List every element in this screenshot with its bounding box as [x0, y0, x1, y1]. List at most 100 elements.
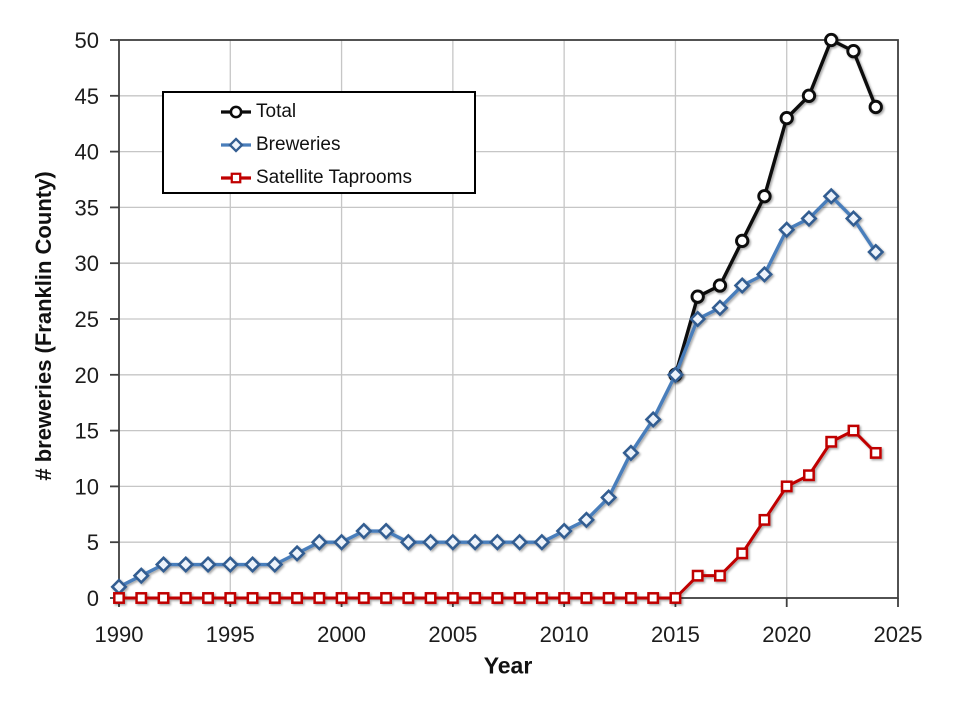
satellite-taprooms-point — [446, 592, 459, 604]
y-tick-label: 0 — [87, 586, 99, 611]
breweries-point — [533, 533, 551, 551]
x-axis-title: Year — [483, 652, 533, 679]
satellite-taprooms-point — [647, 592, 660, 604]
satellite-taprooms-point — [736, 547, 749, 560]
total-point — [801, 88, 817, 103]
breweries-point — [333, 533, 351, 551]
satellite-taprooms-point — [380, 592, 393, 604]
legend-item-total: Total — [220, 95, 474, 128]
y-tick-label: 25 — [75, 307, 99, 332]
y-tick-label: 50 — [75, 28, 99, 53]
satellite-taprooms-point — [135, 592, 148, 604]
breweries-point — [800, 210, 818, 228]
x-tick-label: 2010 — [540, 622, 589, 647]
breweries-point — [689, 310, 707, 328]
satellite-taprooms-point — [268, 592, 281, 604]
breweries-point — [444, 533, 462, 551]
satellite-taprooms-point — [825, 435, 838, 448]
satellite-taprooms-point — [335, 592, 348, 604]
series-satellite-taprooms — [113, 424, 882, 604]
y-tick-label: 15 — [75, 419, 99, 444]
satellite-taprooms-point — [602, 592, 615, 604]
total-point — [779, 110, 794, 126]
total-point — [690, 289, 705, 304]
total-point — [868, 99, 883, 115]
breweries-point — [844, 210, 863, 228]
breweries-point — [310, 533, 328, 551]
legend-label-total: Total — [256, 101, 297, 122]
legend-item-breweries: Breweries — [220, 128, 474, 161]
breweries-point — [488, 533, 506, 551]
satellite-taprooms-point — [179, 592, 192, 604]
breweries-point — [711, 299, 729, 317]
satellite-taprooms-point — [624, 592, 637, 604]
satellite-taprooms-point — [580, 592, 593, 604]
breweries-point — [399, 533, 417, 551]
breweries-point — [132, 567, 150, 585]
x-tick-label: 1990 — [95, 622, 144, 647]
breweries-point — [288, 544, 306, 562]
breweries-point — [422, 533, 440, 551]
x-tick-label: 2025 — [874, 622, 923, 647]
satellite-taprooms-point — [803, 469, 815, 482]
total-point — [824, 32, 839, 48]
satellite-taprooms-point — [291, 592, 304, 604]
axes: 1990 1995 2000 2005 2010 2015 2020 202505101520… — [75, 28, 923, 647]
legend-label-satellite-taprooms: Satellite Taprooms — [256, 167, 412, 188]
total-point — [735, 233, 750, 249]
legend-label-breweries: Breweries — [256, 134, 341, 155]
satellite-taprooms-point — [469, 592, 482, 604]
satellite-taprooms-point — [780, 480, 793, 493]
breweries-point — [266, 555, 284, 574]
total-line — [673, 38, 878, 377]
total-point — [712, 278, 728, 293]
breweries-point — [199, 555, 217, 574]
satellite-taprooms-point — [246, 592, 259, 604]
y-axis-title: # breweries (Franklin County) — [31, 171, 56, 481]
y-tick-label: 40 — [75, 140, 99, 165]
breweries-point — [221, 555, 239, 574]
breweries-point — [577, 511, 595, 529]
satellite-taprooms-point — [491, 592, 504, 604]
breweries-point — [466, 533, 484, 551]
breweries-point — [110, 578, 128, 596]
series-breweries — [110, 187, 885, 596]
satellite-taprooms-point — [313, 592, 326, 604]
satellite-taprooms-point — [230, 172, 242, 183]
breweries-line — [117, 194, 878, 589]
breweries-point — [733, 276, 751, 295]
satellite-taprooms-point — [691, 569, 704, 582]
x-tick-label: 2005 — [428, 622, 477, 647]
x-tick-label: 2015 — [651, 622, 700, 647]
satellite-taprooms-point — [669, 592, 682, 604]
breweries-point — [244, 555, 262, 574]
breweries-point — [666, 366, 684, 384]
satellite-taprooms-point — [758, 513, 771, 526]
y-tick-label: 5 — [87, 530, 99, 555]
y-tick-label: 10 — [75, 474, 99, 499]
satellite-taprooms-point — [535, 592, 548, 604]
breweries-point — [622, 444, 640, 462]
y-tick-label: 20 — [75, 363, 99, 388]
breweries-point — [600, 489, 618, 507]
breweries-point — [867, 243, 885, 261]
total-point — [229, 105, 243, 118]
satellite-taprooms-point — [157, 592, 170, 604]
breweries-point — [755, 265, 773, 283]
total-line-swatch — [221, 105, 251, 118]
satellite-taprooms-point — [224, 592, 237, 604]
legend-item-satellite-taprooms: Satellite Taprooms — [220, 161, 474, 194]
breweries-point — [377, 522, 395, 540]
breweries-point — [555, 522, 573, 540]
satellite-taprooms-point — [558, 592, 571, 604]
breweries-point — [778, 221, 796, 239]
y-tick-label: 30 — [75, 251, 99, 276]
satellite-taprooms-point — [869, 446, 882, 459]
satellite-taprooms-point — [513, 592, 526, 604]
satellite-taprooms-point — [357, 592, 370, 604]
breweries-point — [228, 136, 244, 153]
breweries-point — [822, 187, 840, 205]
satellite-taprooms-point — [202, 592, 214, 604]
